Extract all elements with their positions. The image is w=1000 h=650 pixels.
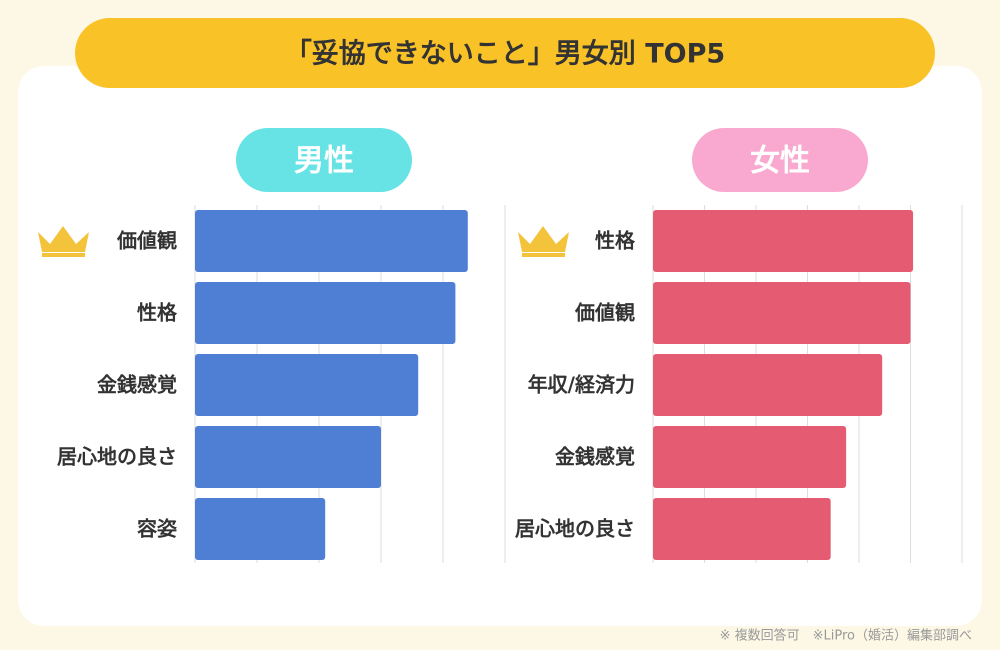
- bar: [195, 210, 468, 272]
- chart-title: 女性: [750, 144, 810, 179]
- category-label: 性格: [137, 301, 178, 325]
- category-label: 性格: [595, 229, 636, 253]
- bar: [653, 210, 914, 272]
- bar: [653, 354, 883, 416]
- bar: [653, 498, 831, 560]
- chart-title: 男性: [294, 144, 354, 179]
- title-pill: [75, 18, 935, 88]
- crown-base: [42, 253, 85, 257]
- bar: [653, 282, 911, 344]
- crown: [518, 226, 569, 257]
- category-label: 金銭感覚: [97, 373, 177, 397]
- crown-base: [522, 253, 565, 257]
- category-label: 居心地の良さ: [57, 445, 177, 469]
- category-label: 居心地の良さ: [515, 517, 635, 541]
- bar: [195, 282, 456, 344]
- bar: [653, 426, 847, 488]
- chart-title-pill: [692, 128, 868, 192]
- category-label: 年収/経済力: [528, 373, 635, 397]
- crown: [38, 226, 89, 257]
- bar: [195, 354, 419, 416]
- page-title: 「妥協できないこと」男女別 TOP5: [285, 38, 725, 70]
- category-label: 価値観: [116, 229, 177, 253]
- crown-icon: [518, 226, 569, 252]
- chart-title-pill: [236, 128, 412, 192]
- category-label: 容姿: [137, 517, 177, 541]
- category-label: 金銭感覚: [555, 445, 635, 469]
- category-label: 価値観: [574, 301, 635, 325]
- bar: [195, 426, 381, 488]
- footnote: ※ 複数回答可 ※LiPro（婚活）編集部調べ: [720, 628, 972, 644]
- bar: [195, 498, 326, 560]
- crown-icon: [38, 226, 89, 252]
